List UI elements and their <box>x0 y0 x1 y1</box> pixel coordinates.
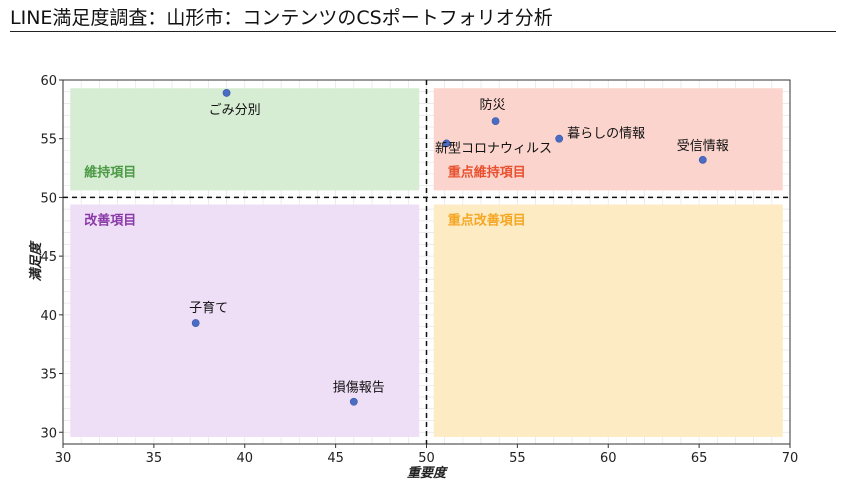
y-tick-label: 45 <box>40 250 57 265</box>
y-tick-label: 60 <box>40 74 57 89</box>
chart-title: LINE満足度調査：山形市：コンテンツのCSポートフォリオ分析 <box>10 7 553 29</box>
x-tick-label: 70 <box>782 451 799 466</box>
quadrant-label: 維持項目 <box>84 164 136 180</box>
data-point-label: ごみ分別 <box>209 102 261 118</box>
quadrant-label: 重点維持項目 <box>448 164 526 180</box>
quadrant-重点改善項目 <box>433 204 783 437</box>
y-tick-label: 35 <box>40 368 57 383</box>
data-point-label: 暮らしの情報 <box>567 127 645 142</box>
y-tick-label: 55 <box>40 133 57 148</box>
data-point-label: 損傷報告 <box>333 381 385 396</box>
x-tick-label: 65 <box>691 451 708 466</box>
x-tick-label: 55 <box>509 451 526 466</box>
quadrant-維持項目 <box>70 88 420 191</box>
quadrant-label: 改善項目 <box>84 212 136 228</box>
data-point-label: 防災 <box>480 97 506 113</box>
data-point-label: 受信情報 <box>677 139 729 154</box>
y-tick-label: 30 <box>40 426 57 441</box>
quadrant-label: 重点改善項目 <box>448 212 526 228</box>
data-point <box>349 397 358 406</box>
y-axis-label: 満足度 <box>28 240 44 282</box>
title-underline <box>10 31 836 32</box>
data-point <box>191 319 200 327</box>
data-point <box>491 117 500 125</box>
data-point <box>222 89 231 97</box>
x-tick-label: 50 <box>418 451 435 466</box>
x-tick-label: 45 <box>327 451 344 466</box>
quadrant-改善項目 <box>70 204 420 437</box>
quadrant-重点維持項目 <box>433 88 783 191</box>
x-tick-label: 60 <box>600 451 617 466</box>
data-point <box>698 155 707 164</box>
x-axis-label: 重要度 <box>407 465 449 481</box>
y-tick-label: 50 <box>40 191 57 206</box>
y-tick-label: 40 <box>40 309 57 324</box>
data-point <box>442 139 451 148</box>
data-point <box>555 134 564 143</box>
x-tick-label: 30 <box>55 451 72 466</box>
x-tick-label: 35 <box>146 451 163 466</box>
data-point-label: 子育て <box>189 300 228 316</box>
data-point-label: 新型コロナウィルス <box>435 140 552 156</box>
x-tick-label: 40 <box>236 451 253 466</box>
